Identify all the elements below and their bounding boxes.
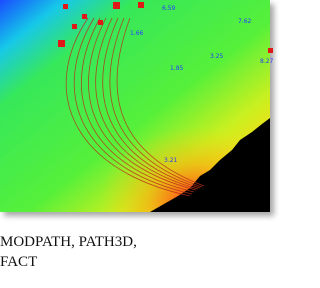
value-label: 1.66 <box>130 30 144 37</box>
value-label: 8.27 <box>260 58 274 65</box>
value-label: 1.85 <box>170 65 184 72</box>
value-label: 7.62 <box>238 18 252 25</box>
value-label: 3.21 <box>164 157 178 164</box>
page: {"image": {"labels": ["6.59", "1.66", "7… <box>0 0 294 288</box>
value-label: 3.25 <box>210 53 224 60</box>
figure: 6.59 1.66 7.62 1.85 3.25 8.27 3.21 MODPA… <box>0 0 294 288</box>
value-label: 6.59 <box>162 5 176 12</box>
caption-line: MODPATH, PATH3D, <box>0 234 137 250</box>
caption-line: FACT <box>0 254 37 270</box>
